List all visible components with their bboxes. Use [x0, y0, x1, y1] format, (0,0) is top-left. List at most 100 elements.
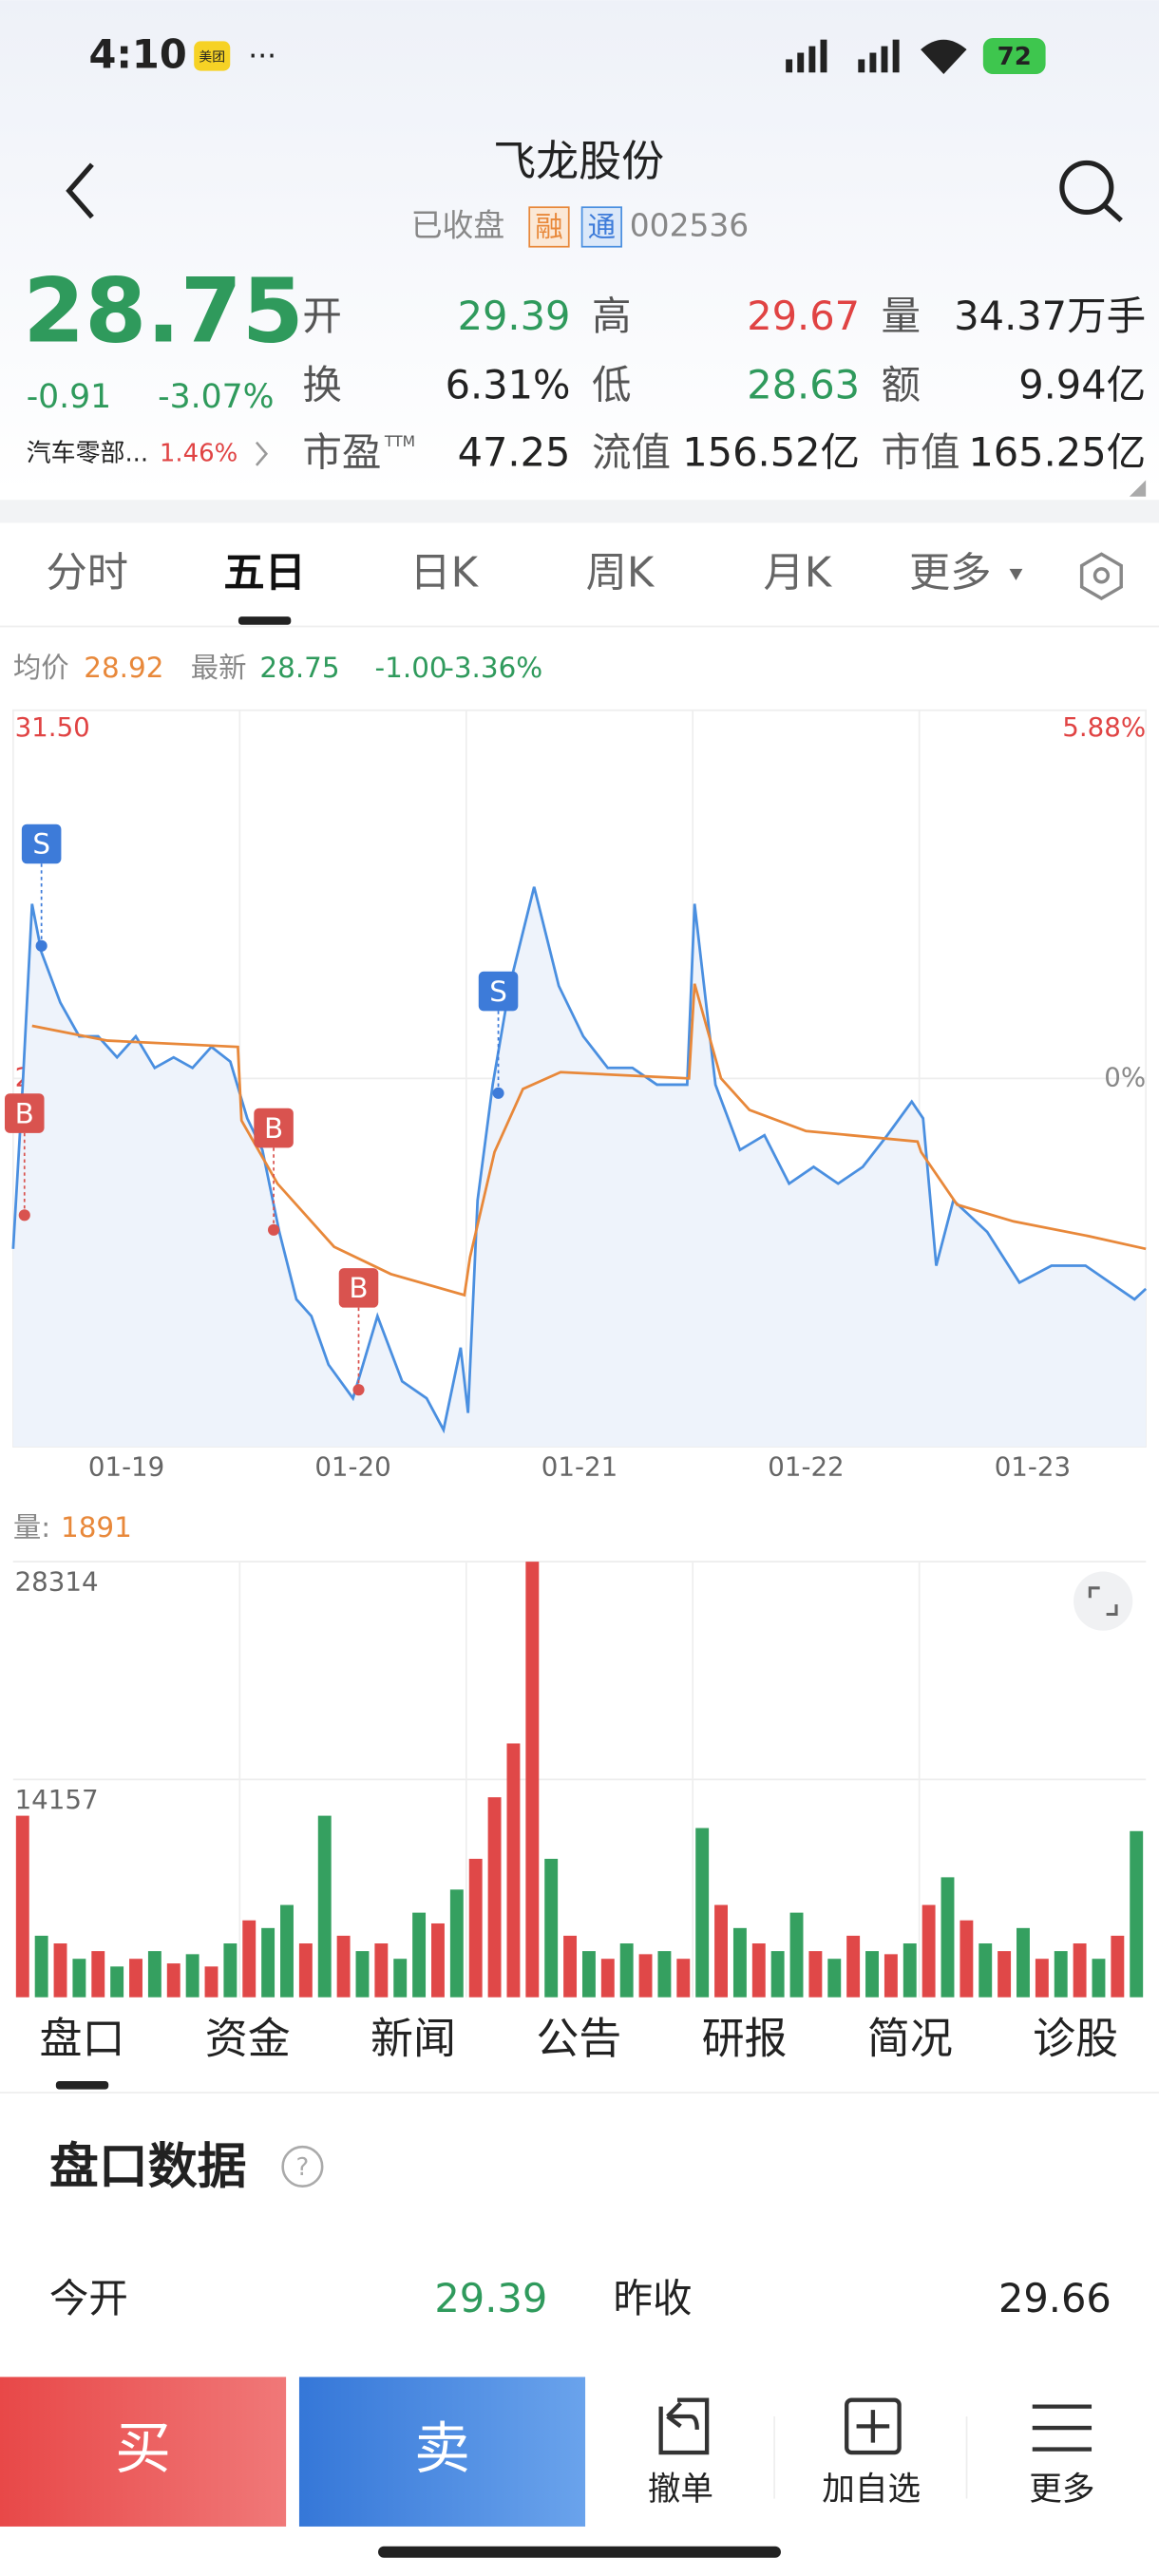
volume-bar: [695, 1828, 710, 1998]
sector-pct: 1.46%: [160, 439, 238, 467]
volume-bar: [808, 1951, 823, 1998]
trade-marker: [5, 1093, 45, 1133]
period-tab[interactable]: 五日: [223, 549, 306, 597]
x-tick-label: 01-19: [88, 1450, 164, 1482]
period-tab[interactable]: 周K: [586, 549, 656, 597]
period-tab[interactable]: 分时: [46, 549, 128, 597]
expand-button[interactable]: [1074, 1571, 1133, 1631]
row-label: 昨收: [613, 2275, 692, 2321]
volume-bar: [960, 1920, 974, 1998]
volume-bar: [261, 1927, 276, 1998]
volume-bar: [1073, 1943, 1087, 1998]
volume-bar: [72, 1959, 86, 1998]
sell-label: 卖: [414, 2415, 470, 2481]
avg-value: 28.92: [84, 652, 163, 684]
volume-bar: [751, 1943, 766, 1998]
back-button[interactable]: [66, 162, 94, 219]
badge: 融: [535, 211, 562, 243]
volume-bar: [34, 1935, 48, 1998]
latest-change-pct: -3.36%: [444, 652, 542, 684]
row-value: 29.39: [434, 2275, 547, 2321]
latest-change: -1.00: [375, 652, 447, 684]
section-tab[interactable]: 简况: [867, 2013, 953, 2063]
volume-bar: [468, 1858, 483, 1998]
price-chart: 28.0029.7531.50-5.88%0%5.88%01-1901-2001…: [5, 709, 1148, 1998]
field-label-sup: TTM: [384, 433, 415, 450]
volume-bar: [676, 1959, 691, 1998]
trade-marker: [21, 824, 62, 864]
section-tab[interactable]: 研报: [702, 2013, 788, 2063]
tab-indicator: [55, 2080, 109, 2090]
section-tab[interactable]: 诊股: [1033, 2013, 1118, 2063]
field-value: 29.39: [458, 293, 571, 339]
field-value: 165.25亿: [968, 429, 1146, 476]
settings-dot: [1092, 567, 1111, 584]
volume-bar: [789, 1912, 804, 1998]
x-tick-label: 01-20: [314, 1450, 390, 1482]
trade-marker-label: B: [15, 1097, 34, 1129]
volume-bar: [487, 1797, 502, 1998]
help-icon[interactable]: [281, 2145, 324, 2188]
row-label: 今开: [49, 2275, 128, 2321]
badge-box: [580, 206, 622, 248]
volume-bar: [204, 1966, 218, 1998]
volume-bar: [280, 1904, 294, 1998]
tab-indicator: [238, 616, 292, 625]
legend-label: 均价: [13, 652, 69, 684]
chevron: [255, 441, 269, 466]
action-label[interactable]: 加自选: [822, 2471, 921, 2509]
time: 4:10: [88, 31, 186, 78]
volume-chart: 14157 28314: [12, 1561, 1147, 1998]
x-tick-label: 01-22: [768, 1450, 844, 1482]
price: 28.75: [23, 260, 304, 364]
section-tabs: 盘口 资金 新闻 公告 研报 简况 诊股: [40, 2013, 1119, 2063]
period-tab[interactable]: 月K: [763, 549, 832, 597]
volume-bar: [563, 1935, 578, 1998]
field-value: 47.25: [458, 429, 571, 476]
app-badge: 美团: [199, 50, 225, 66]
sector[interactable]: 汽车零部...: [27, 439, 149, 467]
battery-level: 72: [998, 43, 1032, 71]
sell-button[interactable]: [298, 2377, 586, 2527]
volume-bar: [1054, 1951, 1068, 1998]
volume-bar: [544, 1858, 559, 1998]
search-button[interactable]: [1059, 160, 1123, 222]
volume-bar: [865, 1951, 879, 1998]
stock-name: 飞龙股份: [493, 136, 664, 186]
volume-bar: [940, 1877, 955, 1998]
volume-bar: [770, 1951, 785, 1998]
volume-bar: [827, 1959, 842, 1998]
period-tab[interactable]: 日K: [409, 549, 479, 597]
trade-marker: [338, 1268, 379, 1308]
field-label: 高: [592, 293, 632, 339]
volume-bar: [185, 1954, 200, 1998]
field-label: 量: [882, 293, 922, 339]
volume-bar: [732, 1927, 747, 1998]
volume-bar: [431, 1923, 445, 1998]
volume-bar: [355, 1951, 370, 1998]
section-tab[interactable]: 资金: [205, 2013, 291, 2063]
section-tab[interactable]: 盘口: [40, 2013, 125, 2063]
buy-button[interactable]: [0, 2377, 287, 2527]
battery: [982, 37, 1046, 75]
latest-value: 28.75: [259, 652, 339, 684]
settings-button[interactable]: [1079, 552, 1123, 601]
action-label[interactable]: 撤单: [648, 2471, 713, 2509]
trade-marker-label: B: [349, 1272, 368, 1304]
x-tick-label: 01-23: [995, 1450, 1071, 1482]
action-icons: [658, 2397, 1092, 2455]
section-tab[interactable]: 公告: [536, 2013, 621, 2063]
trade-marker-label: B: [264, 1112, 283, 1145]
period-tab[interactable]: 更多: [909, 549, 992, 597]
action-label[interactable]: 更多: [1029, 2471, 1094, 2509]
buy-label: 买: [115, 2415, 171, 2481]
period-tabs: 分时 五日 日K 周K 月K 更多: [46, 549, 992, 625]
volume-bar: [581, 1951, 596, 1998]
trade-dot: [35, 939, 48, 952]
section-tab[interactable]: 新闻: [370, 2013, 456, 2063]
volume-bar: [846, 1935, 861, 1998]
volume-value: 1891: [61, 1511, 132, 1544]
field-label: 额: [882, 362, 922, 408]
field-label: 换: [302, 362, 342, 408]
